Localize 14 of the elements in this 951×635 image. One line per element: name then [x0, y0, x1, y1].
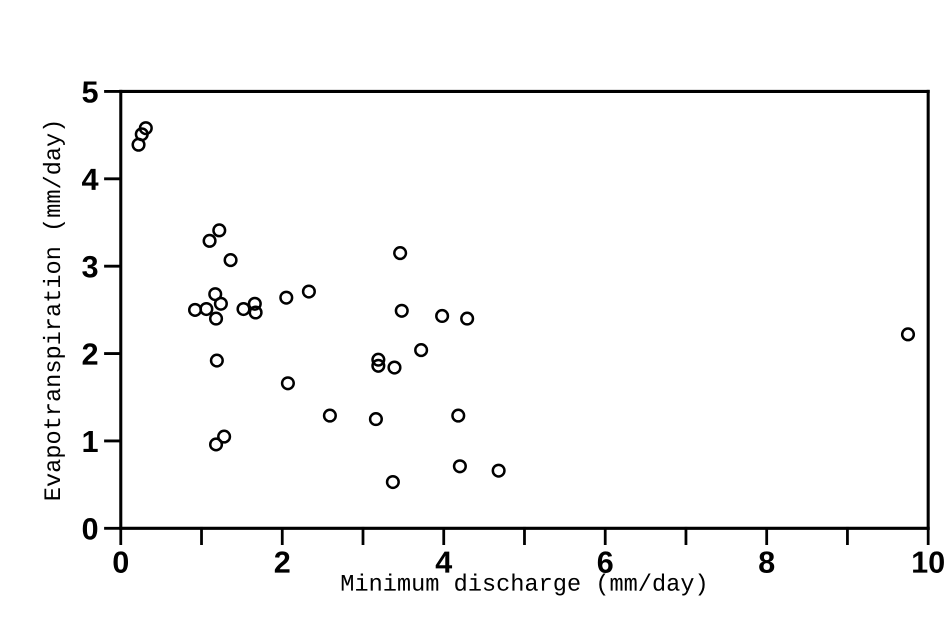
- x-axis-title: Minimum discharge (mm/day): [342, 573, 705, 596]
- y-tick-label: 0: [82, 518, 98, 540]
- x-tick-label: 0: [113, 551, 128, 573]
- y-tick-label: 5: [82, 81, 98, 103]
- x-tick-label: 8: [759, 551, 774, 573]
- x-tick-label: 4: [436, 552, 452, 573]
- x-tick-label: 2: [274, 551, 290, 573]
- x-tick-label: 10: [913, 551, 944, 573]
- y-tick-label: 1: [83, 430, 98, 452]
- y-tick-label: 2: [82, 343, 98, 365]
- x-tick-label: 6: [598, 551, 613, 573]
- y-axis-title: Evapotranspiration (mm/day): [42, 122, 65, 500]
- y-tick-label: 3: [82, 256, 98, 278]
- y-tick-label: 4: [82, 168, 98, 190]
